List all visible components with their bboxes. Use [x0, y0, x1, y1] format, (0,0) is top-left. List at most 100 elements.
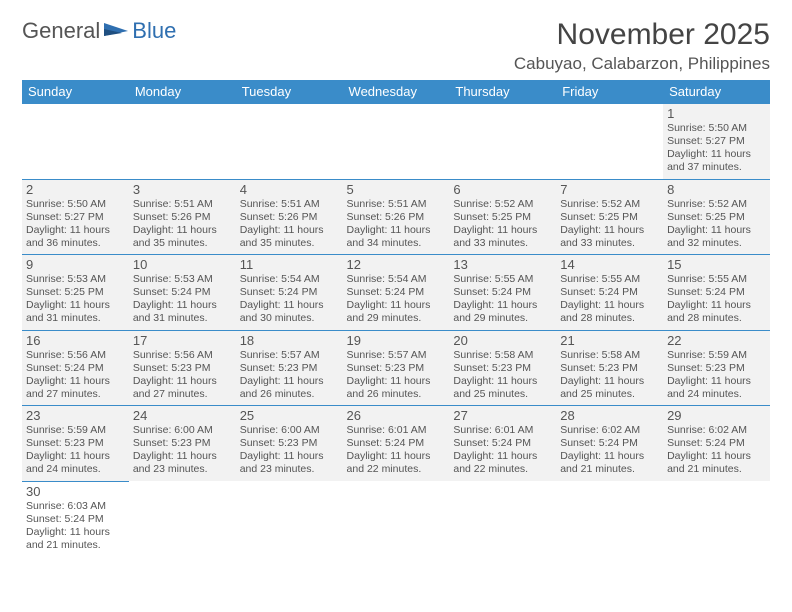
calendar-day-cell: 1Sunrise: 5:50 AMSunset: 5:27 PMDaylight… [663, 104, 770, 180]
day-number: 3 [133, 182, 232, 197]
day-number: 22 [667, 333, 766, 348]
calendar-empty-cell [556, 481, 663, 556]
day-info: Sunrise: 6:03 AMSunset: 5:24 PMDaylight:… [26, 500, 125, 553]
day-info: Sunrise: 5:59 AMSunset: 5:23 PMDaylight:… [667, 349, 766, 402]
day-info: Sunrise: 5:58 AMSunset: 5:23 PMDaylight:… [453, 349, 552, 402]
calendar-week-row: 9Sunrise: 5:53 AMSunset: 5:25 PMDaylight… [22, 255, 770, 331]
calendar-empty-cell [236, 481, 343, 556]
day-info: Sunrise: 5:59 AMSunset: 5:23 PMDaylight:… [26, 424, 125, 477]
calendar-day-cell: 18Sunrise: 5:57 AMSunset: 5:23 PMDayligh… [236, 330, 343, 406]
day-info: Sunrise: 6:00 AMSunset: 5:23 PMDaylight:… [133, 424, 232, 477]
month-title: November 2025 [514, 18, 770, 52]
logo: General Blue [22, 18, 176, 44]
calendar-empty-cell [129, 481, 236, 556]
calendar-day-cell: 8Sunrise: 5:52 AMSunset: 5:25 PMDaylight… [663, 179, 770, 255]
day-header: Saturday [663, 80, 770, 104]
day-info: Sunrise: 5:50 AMSunset: 5:27 PMDaylight:… [26, 198, 125, 251]
calendar-empty-cell [22, 104, 129, 180]
calendar-day-cell: 7Sunrise: 5:52 AMSunset: 5:25 PMDaylight… [556, 179, 663, 255]
day-number: 21 [560, 333, 659, 348]
calendar-day-cell: 19Sunrise: 5:57 AMSunset: 5:23 PMDayligh… [343, 330, 450, 406]
calendar-week-row: 1Sunrise: 5:50 AMSunset: 5:27 PMDaylight… [22, 104, 770, 180]
calendar-day-cell: 17Sunrise: 5:56 AMSunset: 5:23 PMDayligh… [129, 330, 236, 406]
calendar-day-cell: 9Sunrise: 5:53 AMSunset: 5:25 PMDaylight… [22, 255, 129, 331]
day-number: 20 [453, 333, 552, 348]
day-number: 5 [347, 182, 446, 197]
day-info: Sunrise: 5:52 AMSunset: 5:25 PMDaylight:… [667, 198, 766, 251]
calendar-empty-cell [129, 104, 236, 180]
day-info: Sunrise: 5:57 AMSunset: 5:23 PMDaylight:… [240, 349, 339, 402]
calendar-week-row: 30Sunrise: 6:03 AMSunset: 5:24 PMDayligh… [22, 481, 770, 556]
calendar-day-cell: 28Sunrise: 6:02 AMSunset: 5:24 PMDayligh… [556, 406, 663, 482]
day-number: 19 [347, 333, 446, 348]
day-info: Sunrise: 5:57 AMSunset: 5:23 PMDaylight:… [347, 349, 446, 402]
calendar-day-cell: 21Sunrise: 5:58 AMSunset: 5:23 PMDayligh… [556, 330, 663, 406]
calendar-day-cell: 5Sunrise: 5:51 AMSunset: 5:26 PMDaylight… [343, 179, 450, 255]
calendar-empty-cell [343, 104, 450, 180]
day-info: Sunrise: 6:01 AMSunset: 5:24 PMDaylight:… [453, 424, 552, 477]
day-info: Sunrise: 6:02 AMSunset: 5:24 PMDaylight:… [560, 424, 659, 477]
day-info: Sunrise: 5:54 AMSunset: 5:24 PMDaylight:… [347, 273, 446, 326]
day-number: 15 [667, 257, 766, 272]
day-info: Sunrise: 5:55 AMSunset: 5:24 PMDaylight:… [453, 273, 552, 326]
day-number: 8 [667, 182, 766, 197]
day-info: Sunrise: 5:53 AMSunset: 5:25 PMDaylight:… [26, 273, 125, 326]
calendar-week-row: 23Sunrise: 5:59 AMSunset: 5:23 PMDayligh… [22, 406, 770, 482]
day-info: Sunrise: 5:56 AMSunset: 5:23 PMDaylight:… [133, 349, 232, 402]
logo-text-blue: Blue [132, 18, 176, 44]
header: General Blue November 2025 Cabuyao, Cala… [22, 18, 770, 74]
day-number: 13 [453, 257, 552, 272]
calendar-day-cell: 11Sunrise: 5:54 AMSunset: 5:24 PMDayligh… [236, 255, 343, 331]
day-header: Sunday [22, 80, 129, 104]
calendar-day-cell: 3Sunrise: 5:51 AMSunset: 5:26 PMDaylight… [129, 179, 236, 255]
calendar-day-cell: 12Sunrise: 5:54 AMSunset: 5:24 PMDayligh… [343, 255, 450, 331]
day-number: 4 [240, 182, 339, 197]
calendar-day-cell: 10Sunrise: 5:53 AMSunset: 5:24 PMDayligh… [129, 255, 236, 331]
calendar-empty-cell [663, 481, 770, 556]
calendar-day-cell: 25Sunrise: 6:00 AMSunset: 5:23 PMDayligh… [236, 406, 343, 482]
calendar-day-cell: 20Sunrise: 5:58 AMSunset: 5:23 PMDayligh… [449, 330, 556, 406]
day-info: Sunrise: 5:55 AMSunset: 5:24 PMDaylight:… [667, 273, 766, 326]
day-header: Thursday [449, 80, 556, 104]
calendar-day-cell: 24Sunrise: 6:00 AMSunset: 5:23 PMDayligh… [129, 406, 236, 482]
logo-text-general: General [22, 18, 100, 44]
calendar-empty-cell [556, 104, 663, 180]
calendar-day-cell: 2Sunrise: 5:50 AMSunset: 5:27 PMDaylight… [22, 179, 129, 255]
calendar-week-row: 16Sunrise: 5:56 AMSunset: 5:24 PMDayligh… [22, 330, 770, 406]
day-info: Sunrise: 5:55 AMSunset: 5:24 PMDaylight:… [560, 273, 659, 326]
day-info: Sunrise: 5:54 AMSunset: 5:24 PMDaylight:… [240, 273, 339, 326]
day-number: 28 [560, 408, 659, 423]
day-info: Sunrise: 6:01 AMSunset: 5:24 PMDaylight:… [347, 424, 446, 477]
calendar-header-row: SundayMondayTuesdayWednesdayThursdayFrid… [22, 80, 770, 104]
day-header: Friday [556, 80, 663, 104]
day-number: 7 [560, 182, 659, 197]
calendar-day-cell: 14Sunrise: 5:55 AMSunset: 5:24 PMDayligh… [556, 255, 663, 331]
title-block: November 2025 Cabuyao, Calabarzon, Phili… [514, 18, 770, 74]
calendar-day-cell: 22Sunrise: 5:59 AMSunset: 5:23 PMDayligh… [663, 330, 770, 406]
day-number: 24 [133, 408, 232, 423]
day-number: 27 [453, 408, 552, 423]
day-number: 26 [347, 408, 446, 423]
day-number: 1 [667, 106, 766, 121]
day-info: Sunrise: 5:51 AMSunset: 5:26 PMDaylight:… [347, 198, 446, 251]
day-number: 12 [347, 257, 446, 272]
day-info: Sunrise: 5:52 AMSunset: 5:25 PMDaylight:… [453, 198, 552, 251]
day-number: 9 [26, 257, 125, 272]
day-header: Wednesday [343, 80, 450, 104]
day-number: 11 [240, 257, 339, 272]
day-info: Sunrise: 5:53 AMSunset: 5:24 PMDaylight:… [133, 273, 232, 326]
day-number: 23 [26, 408, 125, 423]
calendar-body: 1 Sunrise: 5:50 AMSunset: 5:27 PMDaylight… [22, 104, 770, 557]
calendar-empty-cell [449, 481, 556, 556]
calendar-empty-cell [236, 104, 343, 180]
day-number: 30 [26, 484, 125, 499]
day-info: Sunrise: 5:51 AMSunset: 5:26 PMDaylight:… [133, 198, 232, 251]
day-info: Sunrise: 6:02 AMSunset: 5:24 PMDaylight:… [667, 424, 766, 477]
calendar-day-cell: 13Sunrise: 5:55 AMSunset: 5:24 PMDayligh… [449, 255, 556, 331]
calendar-week-row: 2Sunrise: 5:50 AMSunset: 5:27 PMDaylight… [22, 179, 770, 255]
day-header: Monday [129, 80, 236, 104]
day-info: Sunrise: 5:52 AMSunset: 5:25 PMDaylight:… [560, 198, 659, 251]
calendar-day-cell: 29Sunrise: 6:02 AMSunset: 5:24 PMDayligh… [663, 406, 770, 482]
day-info: Sunrise: 5:56 AMSunset: 5:24 PMDaylight:… [26, 349, 125, 402]
calendar-day-cell: 27Sunrise: 6:01 AMSunset: 5:24 PMDayligh… [449, 406, 556, 482]
